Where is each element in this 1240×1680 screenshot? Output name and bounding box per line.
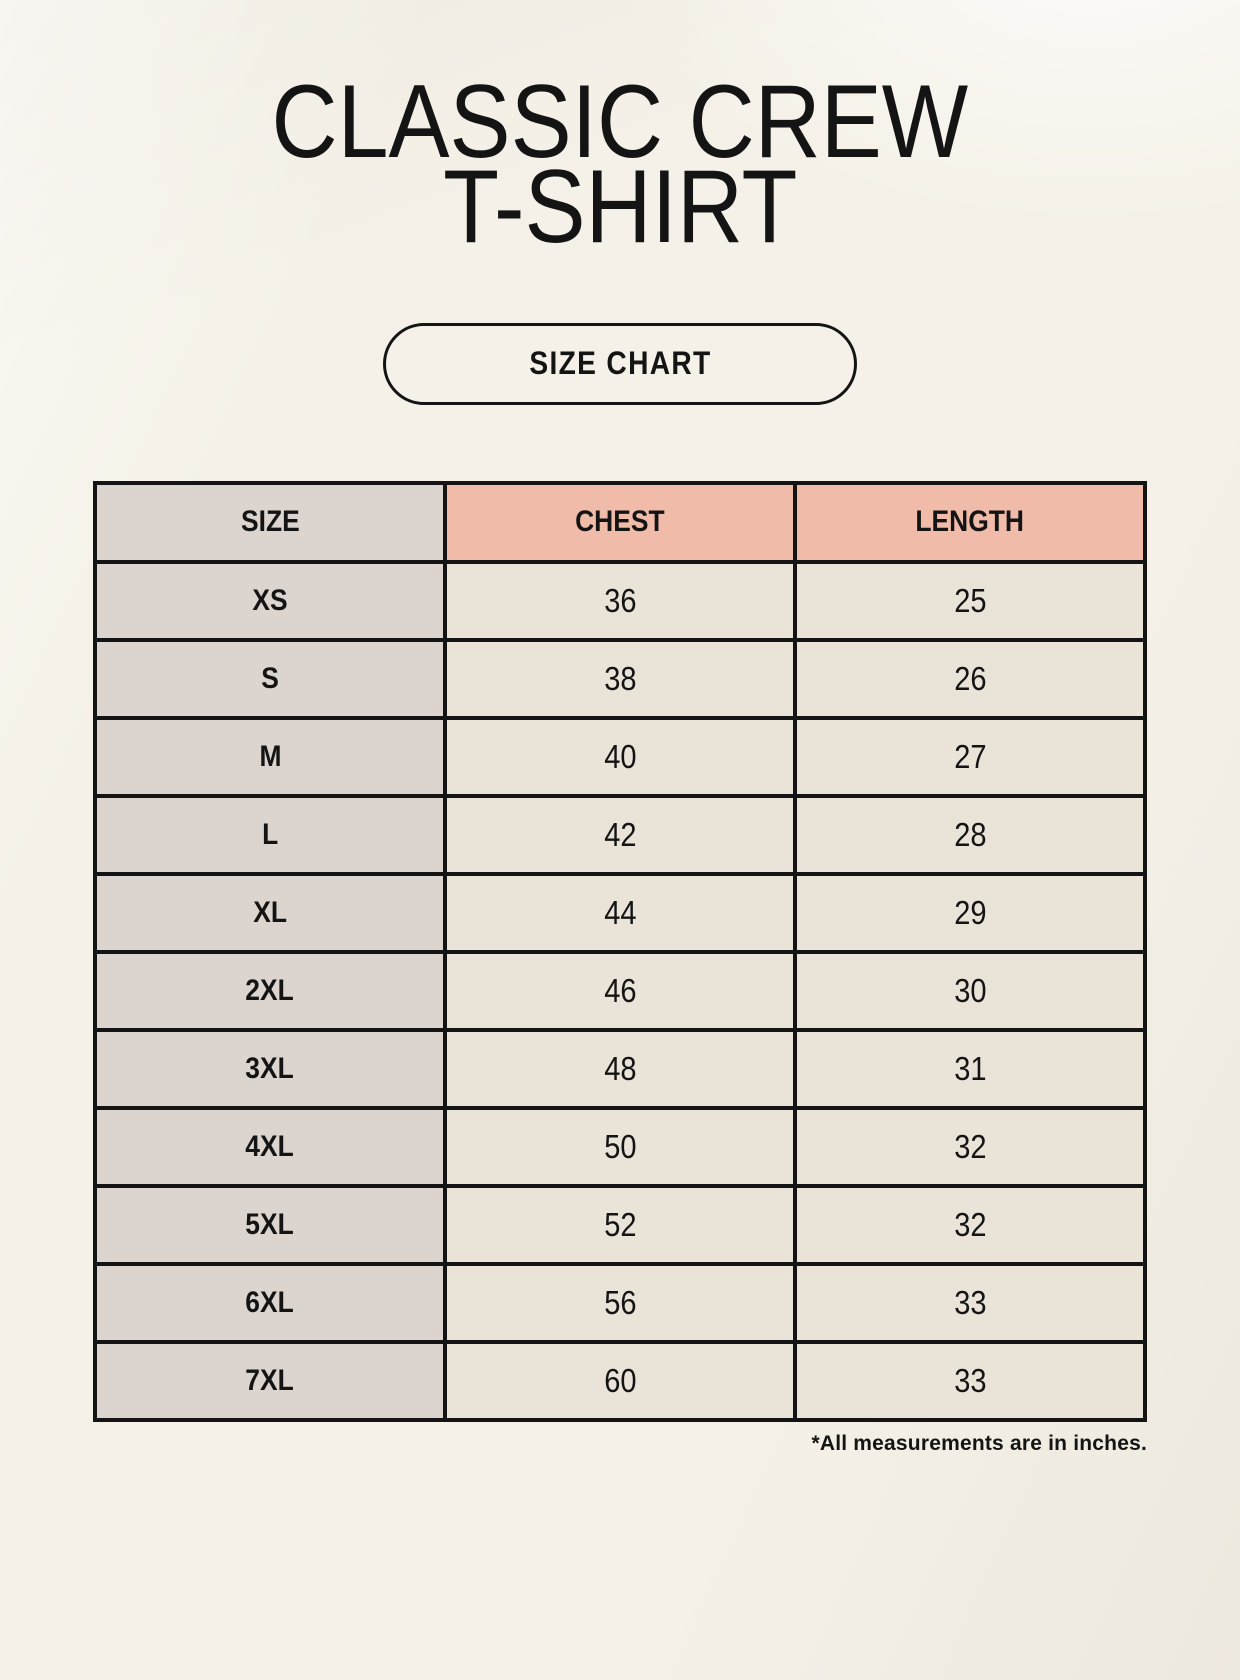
table-header-row: SIZE CHEST LENGTH bbox=[93, 480, 1147, 564]
length-cell: 32 bbox=[793, 1183, 1147, 1266]
length-cell: 31 bbox=[793, 1027, 1147, 1110]
size-cell: 5XL bbox=[93, 1183, 447, 1266]
length-cell: 33 bbox=[793, 1339, 1147, 1422]
table-row: XS 36 25 bbox=[93, 559, 1147, 642]
chest-cell: 38 bbox=[443, 637, 797, 720]
table-row: XL 44 29 bbox=[93, 871, 1147, 954]
size-cell: 7XL bbox=[93, 1339, 447, 1422]
length-cell: 27 bbox=[793, 715, 1147, 798]
table-row: M 40 27 bbox=[93, 715, 1147, 798]
chest-cell: 36 bbox=[443, 559, 797, 642]
table-row: 4XL 50 32 bbox=[93, 1105, 1147, 1188]
page-root: CLASSIC CREW T-SHIRT SIZE CHART SIZE CHE… bbox=[0, 64, 1240, 1456]
chest-cell: 52 bbox=[443, 1183, 797, 1266]
size-cell: 2XL bbox=[93, 949, 447, 1032]
table-row: 6XL 56 33 bbox=[93, 1261, 1147, 1344]
header-chest: CHEST bbox=[443, 480, 797, 564]
chest-cell: 56 bbox=[443, 1261, 797, 1344]
size-cell: 4XL bbox=[93, 1105, 447, 1188]
chest-cell: 46 bbox=[443, 949, 797, 1032]
table-row: 2XL 46 30 bbox=[93, 949, 1147, 1032]
size-cell: 6XL bbox=[93, 1261, 447, 1344]
header-length: LENGTH bbox=[793, 480, 1147, 564]
chest-cell: 44 bbox=[443, 871, 797, 954]
measurements-footnote: *All measurements are in inches. bbox=[811, 1431, 1147, 1455]
size-cell: M bbox=[93, 715, 447, 798]
length-cell: 29 bbox=[793, 871, 1147, 954]
length-cell: 26 bbox=[793, 637, 1147, 720]
length-cell: 33 bbox=[793, 1261, 1147, 1344]
size-cell: L bbox=[93, 793, 447, 876]
table-row: 3XL 48 31 bbox=[93, 1027, 1147, 1110]
chest-cell: 42 bbox=[443, 793, 797, 876]
size-cell: 3XL bbox=[93, 1027, 447, 1110]
title-line-1: CLASSIC CREW bbox=[271, 64, 969, 180]
page-title: CLASSIC CREW T-SHIRT bbox=[0, 64, 1240, 266]
chest-cell: 60 bbox=[443, 1339, 797, 1422]
size-cell: XL bbox=[93, 871, 447, 954]
title-line-2: T-SHIRT bbox=[442, 149, 798, 266]
length-cell: 25 bbox=[793, 559, 1147, 642]
length-cell: 30 bbox=[793, 949, 1147, 1032]
length-cell: 28 bbox=[793, 793, 1147, 876]
length-cell: 32 bbox=[793, 1105, 1147, 1188]
size-chart-table: SIZE CHEST LENGTH XS 36 25 S 38 26 M 40 … bbox=[93, 480, 1147, 1422]
size-cell: XS bbox=[93, 559, 447, 642]
chest-cell: 48 bbox=[443, 1027, 797, 1110]
table-row: 7XL 60 33 bbox=[93, 1339, 1147, 1422]
chest-cell: 40 bbox=[443, 715, 797, 798]
table-row: S 38 26 bbox=[93, 637, 1147, 720]
chest-cell: 50 bbox=[443, 1105, 797, 1188]
size-cell: S bbox=[93, 637, 447, 720]
size-chart-badge-label: SIZE CHART bbox=[528, 345, 712, 382]
size-chart-badge[interactable]: SIZE CHART bbox=[383, 322, 857, 405]
header-size: SIZE bbox=[93, 480, 447, 564]
table-row: 5XL 52 32 bbox=[93, 1183, 1147, 1266]
table-row: L 42 28 bbox=[93, 793, 1147, 876]
